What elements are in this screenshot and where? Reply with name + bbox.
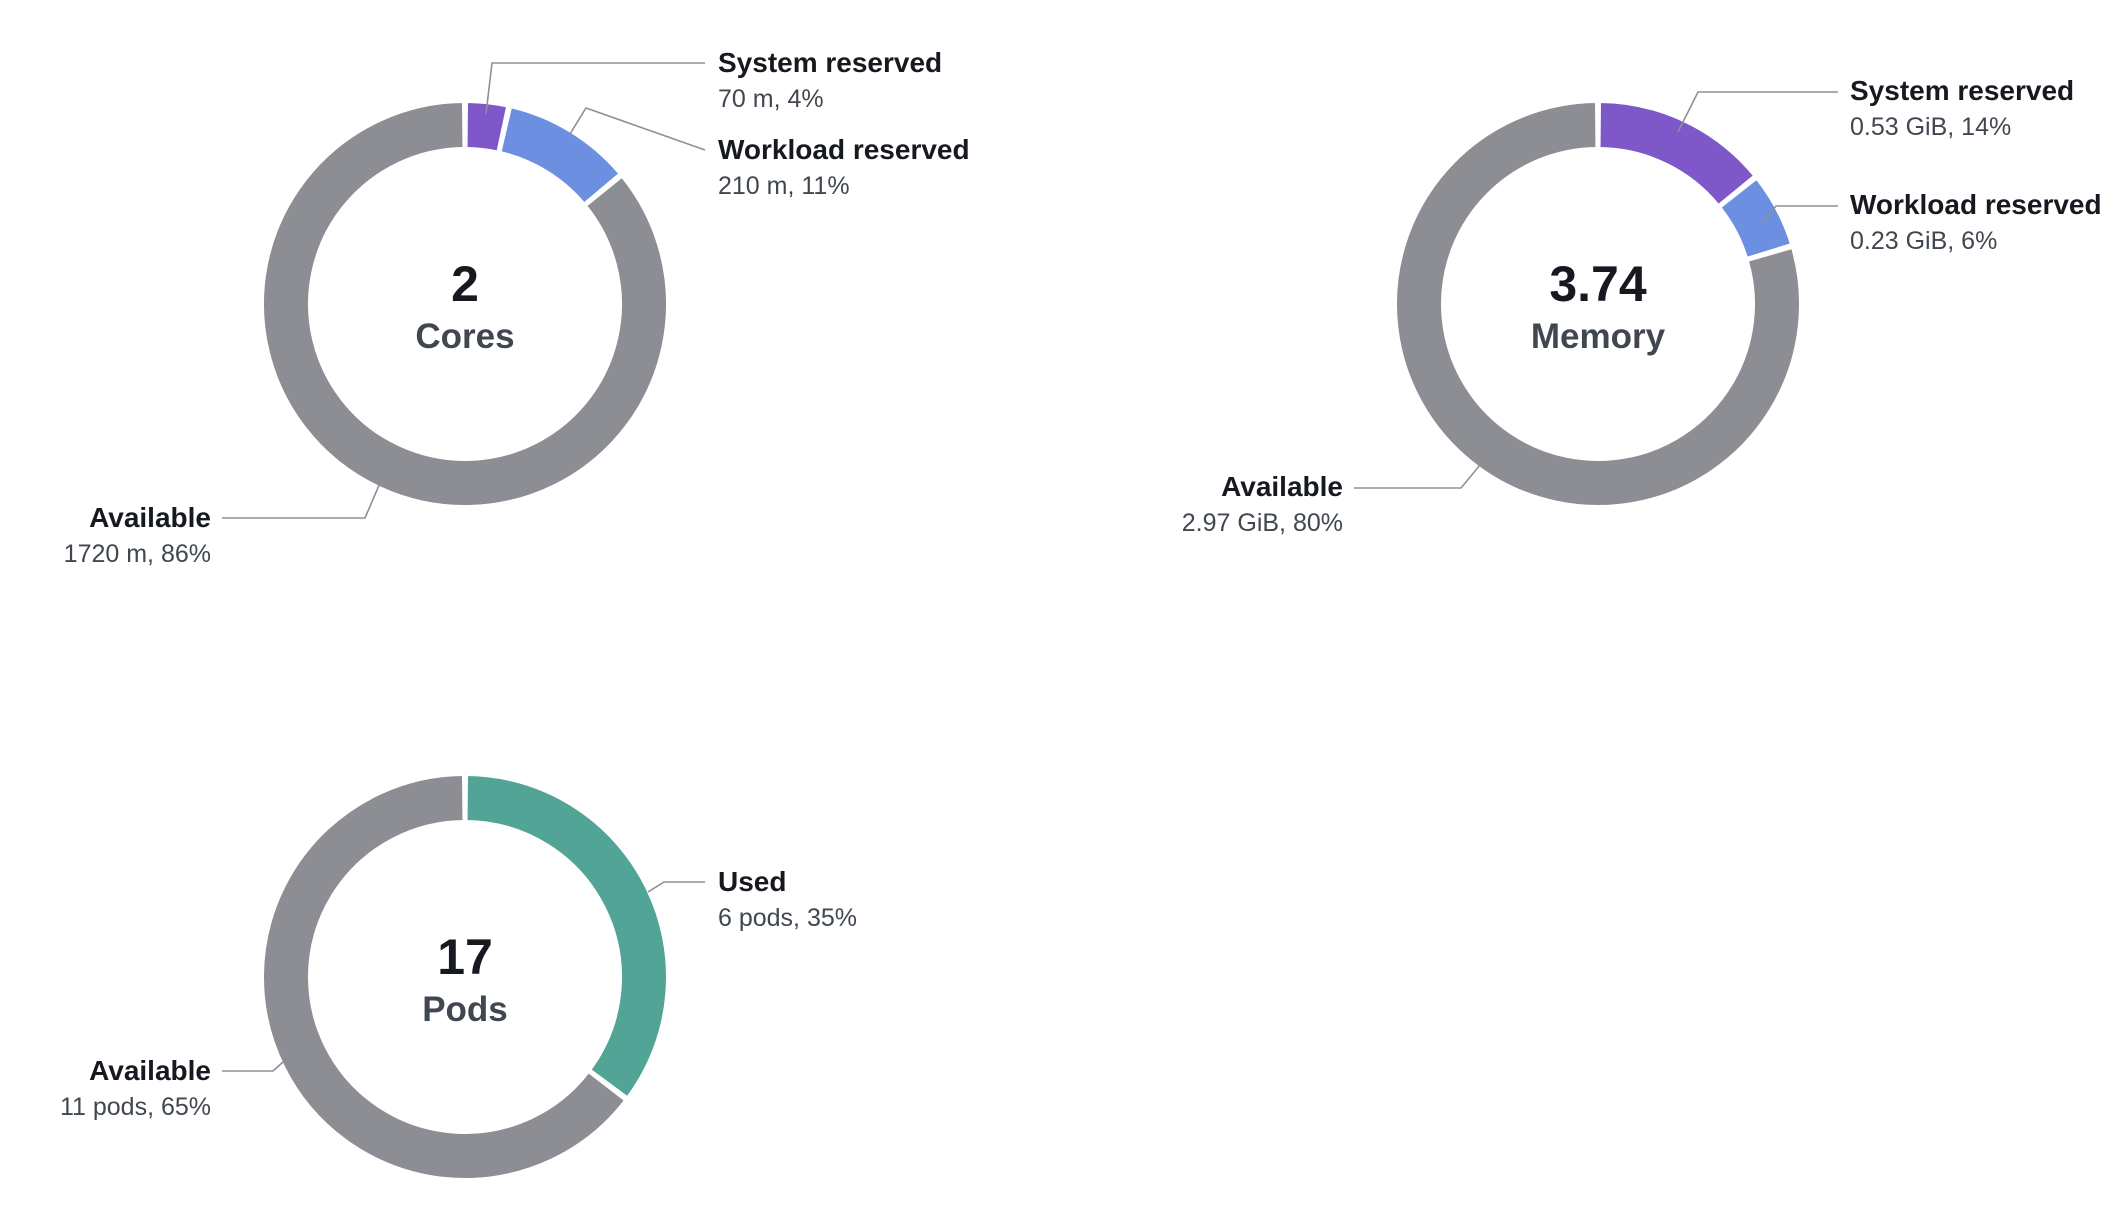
- cores-available-name: Available: [89, 502, 211, 533]
- pods-available-name: Available: [89, 1055, 211, 1086]
- pods-slice-used[interactable]: [465, 774, 669, 1099]
- memory-available-value: 2.97 GiB, 80%: [1182, 509, 1343, 537]
- memory-center-value: 3.74: [1549, 256, 1647, 312]
- memory-donut-chart: 3.74 Memory System reserved 0.53 GiB, 14…: [1182, 75, 2102, 537]
- memory-slice-system-reserved[interactable]: [1598, 101, 1756, 206]
- pods-available-value: 11 pods, 65%: [60, 1093, 211, 1121]
- memory-slice-available[interactable]: [1395, 101, 1801, 507]
- cores-available-value: 1720 m, 86%: [64, 540, 211, 568]
- memory-workload-reserved-leader: [1762, 205, 1838, 223]
- pods-donut-chart: 17 Pods Used 6 pods, 35% Available 11 po…: [60, 774, 857, 1180]
- cores-slice-available[interactable]: [262, 101, 668, 507]
- cores-system-reserved-name: System reserved: [718, 47, 942, 78]
- memory-available-name: Available: [1221, 471, 1343, 502]
- memory-center-unit: Memory: [1531, 317, 1666, 356]
- memory-slice-workload-reserved[interactable]: [1719, 177, 1792, 259]
- cores-slice-workload-reserved[interactable]: [499, 106, 621, 205]
- pods-center-unit: Pods: [422, 990, 508, 1029]
- cores-slice-system-reserved[interactable]: [465, 101, 509, 153]
- cores-slices: [262, 101, 668, 507]
- cores-workload-reserved-value: 210 m, 11%: [718, 172, 850, 200]
- memory-available-leader: [1354, 464, 1481, 489]
- memory-workload-reserved-value: 0.23 GiB, 6%: [1850, 227, 1997, 255]
- pods-available-leader: [222, 1061, 284, 1072]
- pods-center-value: 17: [437, 929, 493, 985]
- memory-system-reserved-leader: [1677, 91, 1838, 133]
- cores-center-unit: Cores: [415, 317, 514, 356]
- cores-available-leader: [222, 482, 381, 519]
- cores-center-value: 2: [451, 256, 479, 312]
- pods-used-name: Used: [718, 866, 786, 897]
- memory-system-reserved-name: System reserved: [1850, 75, 2074, 106]
- pods-slice-available[interactable]: [262, 774, 626, 1180]
- cores-workload-reserved-name: Workload reserved: [718, 134, 970, 165]
- pods-used-value: 6 pods, 35%: [718, 904, 857, 932]
- pods-used-leader: [647, 881, 705, 893]
- cores-donut-chart: 2 Cores System reserved 70 m, 4% Workloa…: [64, 47, 970, 568]
- memory-slices: [1395, 101, 1801, 507]
- cores-workload-reserved-leader: [569, 107, 706, 151]
- cores-system-reserved-value: 70 m, 4%: [718, 85, 824, 113]
- cores-system-reserved-leader: [485, 62, 705, 115]
- memory-system-reserved-value: 0.53 GiB, 14%: [1850, 113, 2011, 141]
- pods-slices: [262, 774, 669, 1180]
- memory-workload-reserved-name: Workload reserved: [1850, 189, 2102, 220]
